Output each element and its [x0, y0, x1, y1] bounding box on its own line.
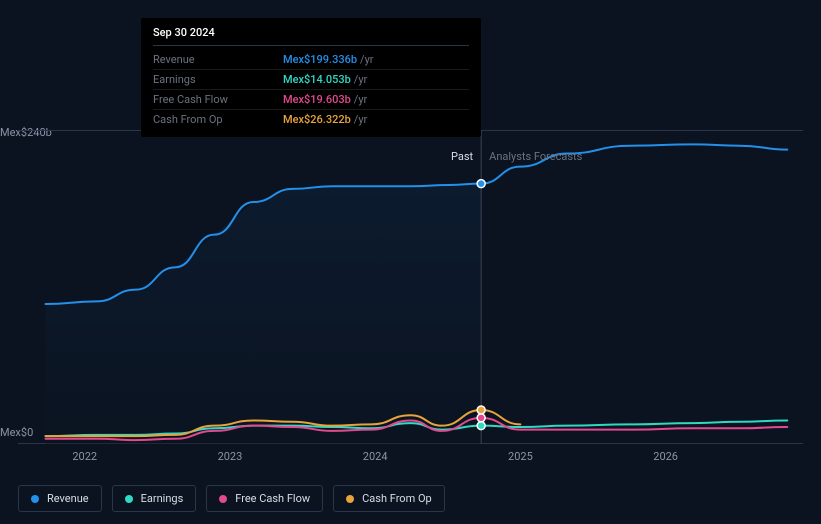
chart-container: Sep 30 2024 RevenueMex$199.336b/yrEarnin…: [0, 0, 821, 524]
tooltip-row-label: Earnings: [153, 73, 283, 86]
tooltip-row-unit: /yr: [360, 53, 373, 66]
legend-dot-icon: [219, 495, 227, 503]
tooltip-row-value: Mex$199.336b: [283, 53, 357, 66]
tooltip-date: Sep 30 2024: [153, 26, 469, 46]
tooltip-row: Free Cash FlowMex$19.603b/yr: [153, 90, 469, 110]
tooltip-row-unit: /yr: [354, 73, 367, 86]
plot-area[interactable]: Past Analysts Forecasts: [18, 130, 803, 444]
tooltip-row-unit: /yr: [354, 93, 367, 106]
legend-item-earnings[interactable]: Earnings: [112, 485, 197, 512]
legend-item-revenue[interactable]: Revenue: [18, 485, 102, 512]
tooltip-row-value: Mex$26.322b: [283, 113, 351, 126]
legend-dot-icon: [125, 495, 133, 503]
x-axis-tick: 2025: [508, 450, 533, 463]
section-label-past: Past: [451, 150, 473, 163]
legend-item-cash_op[interactable]: Cash From Op: [333, 485, 445, 512]
section-label-forecast: Analysts Forecasts: [489, 150, 582, 163]
plot-border: [18, 130, 803, 444]
legend-item-label: Revenue: [47, 492, 89, 505]
x-axis-tick: 2023: [218, 450, 243, 463]
legend-item-label: Earnings: [141, 492, 184, 505]
legend-item-label: Free Cash Flow: [235, 492, 310, 505]
x-axis-tick: 2026: [653, 450, 678, 463]
x-axis-tick: 2022: [72, 450, 97, 463]
tooltip-row: Cash From OpMex$26.322b/yr: [153, 110, 469, 129]
tooltip-row-value: Mex$19.603b: [283, 93, 351, 106]
legend: Revenue Earnings Free Cash Flow Cash From O…: [18, 485, 445, 512]
tooltip-row-value: Mex$14.053b: [283, 73, 351, 86]
tooltip-row-unit: /yr: [354, 113, 367, 126]
legend-dot-icon: [346, 495, 354, 503]
tooltip-row-label: Revenue: [153, 53, 283, 66]
legend-item-label: Cash From Op: [362, 492, 432, 505]
legend-dot-icon: [31, 495, 39, 503]
legend-item-fcf[interactable]: Free Cash Flow: [206, 485, 323, 512]
x-axis-tick: 2024: [363, 450, 388, 463]
tooltip-row-label: Free Cash Flow: [153, 93, 283, 106]
tooltip-row: RevenueMex$199.336b/yr: [153, 50, 469, 70]
tooltip-row: EarningsMex$14.053b/yr: [153, 70, 469, 90]
hover-tooltip: Sep 30 2024 RevenueMex$199.336b/yrEarnin…: [141, 18, 481, 137]
tooltip-row-label: Cash From Op: [153, 113, 283, 126]
